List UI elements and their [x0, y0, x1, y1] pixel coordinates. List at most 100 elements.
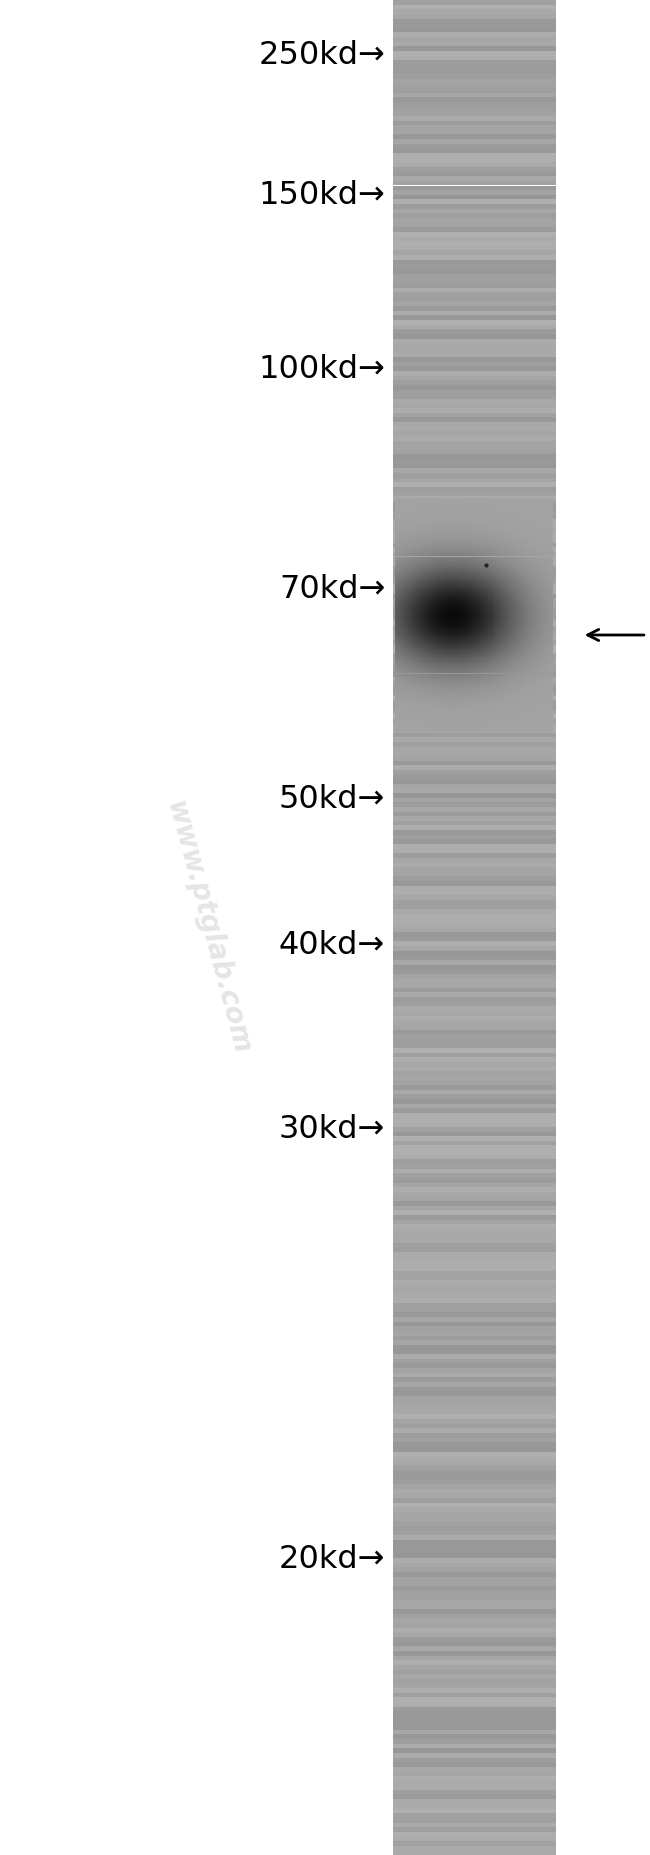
Bar: [393, 9, 556, 13]
Bar: [393, 1425, 556, 1428]
Bar: [393, 176, 556, 180]
Bar: [393, 690, 556, 696]
Bar: [393, 1308, 556, 1311]
Bar: [393, 718, 556, 723]
Bar: [393, 319, 556, 325]
Bar: [393, 1503, 556, 1506]
Bar: [393, 922, 556, 928]
Bar: [393, 1849, 556, 1855]
Bar: [393, 1298, 556, 1302]
Bar: [393, 1567, 556, 1571]
Bar: [393, 1721, 556, 1725]
Bar: [393, 1048, 556, 1054]
Bar: [393, 1684, 556, 1688]
Bar: [393, 106, 556, 111]
Bar: [393, 1554, 556, 1558]
Bar: [393, 78, 556, 83]
Bar: [393, 1030, 556, 1033]
Bar: [393, 844, 556, 848]
Bar: [393, 1122, 556, 1126]
Bar: [393, 625, 556, 631]
Bar: [393, 362, 556, 365]
Text: 20kd→: 20kd→: [279, 1545, 385, 1575]
Bar: [393, 310, 556, 315]
Bar: [393, 495, 556, 501]
Bar: [393, 1165, 556, 1169]
Bar: [393, 356, 556, 362]
Bar: [393, 1317, 556, 1321]
Bar: [393, 1141, 556, 1145]
Bar: [393, 672, 556, 677]
Bar: [393, 1276, 556, 1280]
Bar: [393, 273, 556, 278]
Bar: [393, 404, 556, 408]
Bar: [393, 1456, 556, 1462]
Text: www.ptglab.com: www.ptglab.com: [161, 798, 255, 1057]
Bar: [393, 1716, 556, 1721]
Bar: [393, 1571, 556, 1577]
Bar: [393, 1762, 556, 1766]
Bar: [393, 334, 556, 338]
Bar: [393, 974, 556, 979]
Bar: [393, 393, 556, 399]
Bar: [393, 46, 556, 50]
Bar: [393, 640, 556, 644]
Bar: [393, 1827, 556, 1833]
Bar: [393, 1271, 556, 1276]
Bar: [393, 482, 556, 486]
Bar: [393, 1033, 556, 1039]
Bar: [393, 1295, 556, 1298]
Bar: [393, 408, 556, 412]
Bar: [393, 1822, 556, 1827]
Bar: [393, 161, 556, 167]
Bar: [393, 1543, 556, 1549]
Bar: [393, 301, 556, 306]
Bar: [393, 102, 556, 106]
Bar: [393, 121, 556, 126]
Bar: [393, 330, 556, 334]
Bar: [393, 903, 556, 909]
Bar: [393, 820, 556, 825]
Bar: [393, 1369, 556, 1373]
Bar: [393, 250, 556, 254]
Bar: [393, 492, 556, 495]
Bar: [393, 529, 556, 534]
Bar: [393, 1772, 556, 1775]
Bar: [393, 74, 556, 78]
Bar: [393, 1590, 556, 1595]
Bar: [393, 1243, 556, 1247]
Bar: [393, 56, 556, 59]
Bar: [393, 733, 556, 736]
Bar: [393, 876, 556, 881]
Bar: [393, 1618, 556, 1623]
Bar: [393, 566, 556, 571]
Bar: [393, 681, 556, 686]
Bar: [393, 1610, 556, 1614]
Bar: [393, 1710, 556, 1716]
Bar: [393, 1187, 556, 1193]
Bar: [393, 644, 556, 649]
Bar: [393, 1221, 556, 1224]
Bar: [393, 1228, 556, 1234]
Bar: [393, 608, 556, 612]
Bar: [393, 1247, 556, 1252]
Bar: [393, 987, 556, 992]
Bar: [393, 41, 556, 46]
Bar: [393, 1521, 556, 1525]
Bar: [393, 440, 556, 445]
Bar: [393, 992, 556, 998]
Bar: [393, 1586, 556, 1590]
Bar: [393, 325, 556, 330]
Bar: [393, 1234, 556, 1239]
Bar: [393, 603, 556, 608]
Bar: [393, 1462, 556, 1465]
Bar: [393, 1688, 556, 1692]
Bar: [393, 1358, 556, 1363]
Bar: [393, 1729, 556, 1734]
Bar: [393, 13, 556, 19]
Bar: [393, 1781, 556, 1785]
Bar: [393, 1280, 556, 1284]
Bar: [393, 245, 556, 250]
Bar: [393, 1734, 556, 1740]
Bar: [393, 473, 556, 477]
